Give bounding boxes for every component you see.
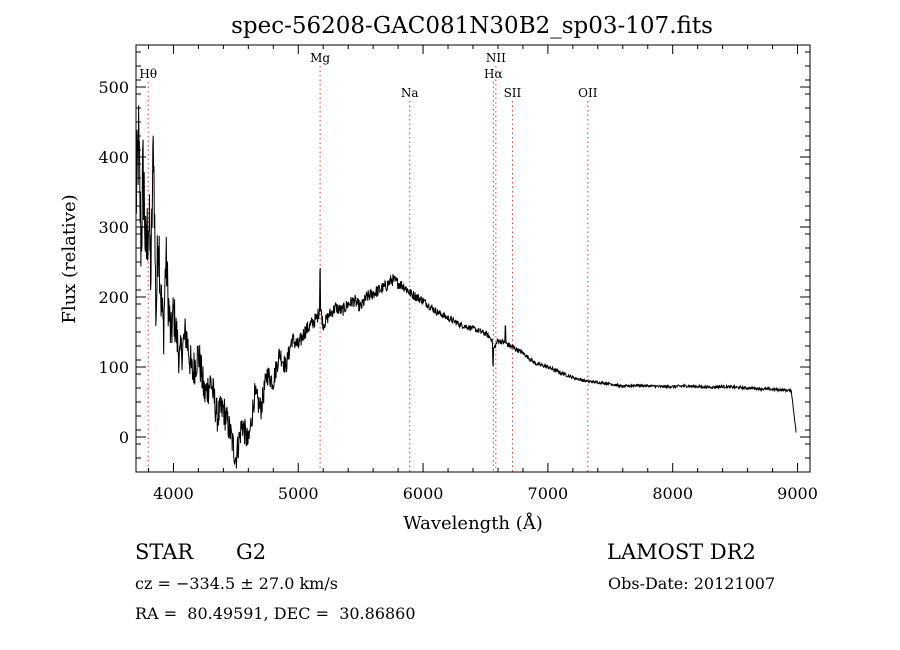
spectral-line-label: Na xyxy=(401,86,419,100)
y-tick-label: 500 xyxy=(98,78,129,97)
y-axis-label: Flux (relative) xyxy=(59,194,80,323)
chart-title: spec-56208-GAC081N30B2_sp03-107.fits xyxy=(231,13,713,39)
x-axis-label: Wavelength (Å) xyxy=(403,512,543,534)
x-tick-label: 5000 xyxy=(278,484,319,503)
spectrum-series xyxy=(135,105,797,469)
spectral-line-label: OII xyxy=(578,86,598,100)
x-tick-label: 8000 xyxy=(652,484,693,503)
spectral-line-label: SII xyxy=(504,86,522,100)
y-axis: 0 100 200 300 400 500 xyxy=(98,51,810,473)
x-tick-label: 6000 xyxy=(403,484,444,503)
y-tick-label: 300 xyxy=(98,218,129,237)
x-tick-label: 7000 xyxy=(528,484,569,503)
spectral-line-markers xyxy=(147,66,589,472)
ra-dec-coordinates: RA = 80.49591, DEC = 30.86860 xyxy=(135,604,416,623)
spectral-line-label: Hα xyxy=(484,67,503,81)
spectrum-line xyxy=(135,105,797,469)
y-tick-label: 200 xyxy=(98,288,129,307)
y-tick-label: 400 xyxy=(98,148,129,167)
spectral-line-label: NII xyxy=(486,51,506,65)
plot-frame xyxy=(135,44,811,473)
spectral-line-label: Hθ xyxy=(139,67,157,81)
y-tick-label: 0 xyxy=(119,428,129,447)
object-subclass: G2 xyxy=(236,540,267,564)
y-tick-label: 100 xyxy=(98,358,129,377)
observation-date: Obs-Date: 20121007 xyxy=(608,574,776,593)
spectral-line-label: Mg xyxy=(310,51,330,65)
survey-label: LAMOST DR2 xyxy=(607,540,756,564)
x-axis: 4000 5000 6000 7000 8000 9000 xyxy=(147,45,818,503)
x-tick-label: 9000 xyxy=(777,484,818,503)
object-class: STAR xyxy=(135,540,194,564)
x-tick-label: 4000 xyxy=(153,484,194,503)
redshift-velocity: cz = −334.5 ± 27.0 km/s xyxy=(135,574,338,593)
